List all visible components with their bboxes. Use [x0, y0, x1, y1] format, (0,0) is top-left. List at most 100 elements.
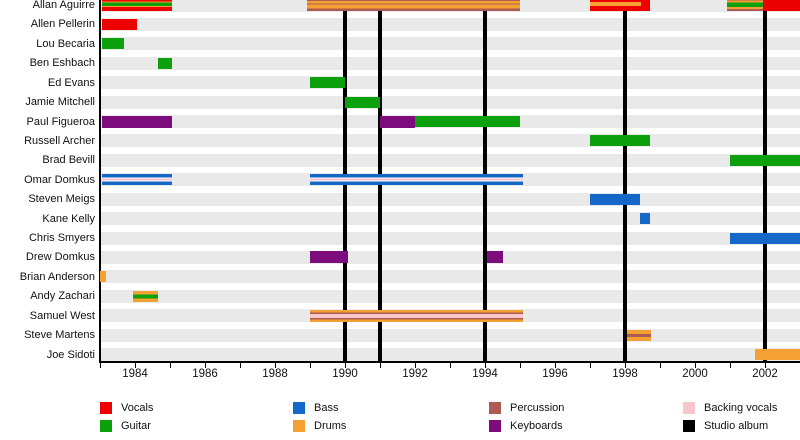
- legend-swatch-drums: [293, 420, 305, 432]
- axis-tick-label: 2002: [752, 368, 778, 380]
- legend-swatch-backing_vocals: [683, 402, 695, 414]
- axis-tick: [169, 362, 171, 368]
- timeline-bar: [100, 271, 107, 283]
- album-line: [763, 0, 767, 363]
- timeline-bar: [306, 0, 520, 11]
- timeline-bar: [101, 0, 172, 11]
- legend-label: Bass: [314, 402, 339, 414]
- member-label: Steve Martens: [24, 329, 95, 342]
- axis-tick: [624, 362, 626, 368]
- timeline-bar: [345, 96, 380, 108]
- axis-tick: [764, 362, 766, 368]
- timeline-bar: [101, 115, 172, 128]
- row-band: [100, 328, 800, 342]
- legend-label: Vocals: [121, 402, 154, 414]
- legend-label: Studio album: [704, 420, 769, 432]
- member-label: Paul Figueroa: [26, 115, 96, 128]
- member-label: Jamie Mitchell: [25, 96, 95, 109]
- axis-tick: [204, 362, 206, 368]
- legend-label: Keyboards: [510, 420, 563, 432]
- axis-tick: [449, 362, 451, 368]
- timeline-bar: [590, 135, 651, 147]
- axis-tick: [99, 362, 101, 368]
- legend-swatch-studio_album: [683, 420, 695, 432]
- row-band: [100, 95, 800, 109]
- legend-swatch-bass: [293, 402, 305, 414]
- legend-label: Drums: [314, 420, 347, 432]
- axis-tick-label: 2000: [682, 368, 708, 380]
- timeline-bar: [310, 309, 523, 322]
- timeline-bar: [590, 193, 640, 205]
- legend-label: Percussion: [510, 402, 565, 414]
- axis-tick: [589, 362, 591, 368]
- member-label: Russell Archer: [24, 134, 95, 147]
- legend-label: Guitar: [121, 420, 151, 432]
- axis-tick: [379, 362, 381, 368]
- axis-tick: [134, 362, 136, 368]
- timeline-bar: [754, 349, 800, 361]
- axis-tick-label: 1986: [192, 368, 218, 380]
- x-axis: [100, 361, 800, 363]
- timeline-bar: [380, 115, 415, 128]
- timeline-bar: [639, 213, 651, 225]
- axis-tick-label: 1994: [472, 368, 498, 380]
- timeline-bar: [486, 251, 503, 264]
- timeline-bar: [763, 0, 800, 11]
- plot-left-border: [99, 0, 101, 363]
- timeline-bar: [626, 329, 651, 341]
- axis-tick-label: 1992: [402, 368, 428, 380]
- member-label: Brian Anderson: [19, 270, 95, 283]
- timeline-bar: [310, 77, 345, 89]
- member-label: Kane Kelly: [42, 212, 95, 225]
- axis-tick-label: 1988: [262, 368, 288, 380]
- legend-label: Backing vocals: [704, 402, 778, 414]
- row-band: [100, 153, 800, 167]
- row-band: [100, 76, 800, 90]
- timeline-bar: [133, 290, 158, 302]
- row-band: [100, 231, 800, 245]
- member-label: Chris Smyers: [28, 232, 95, 245]
- axis-tick: [694, 362, 696, 368]
- axis-tick: [484, 362, 486, 368]
- axis-tick: [554, 362, 556, 368]
- axis-tick: [309, 362, 311, 368]
- member-label: Joe Sidoti: [46, 348, 95, 361]
- axis-tick: [659, 362, 661, 368]
- axis-tick: [344, 362, 346, 368]
- axis-tick: [729, 362, 731, 368]
- timeline-bar: [590, 1, 641, 6]
- legend-swatch-percussion: [489, 402, 501, 414]
- row-band: [100, 250, 800, 264]
- album-line: [623, 0, 627, 363]
- row-band: [100, 270, 800, 284]
- member-label: Steven Meigs: [28, 193, 95, 206]
- axis-tick: [519, 362, 521, 368]
- axis-tick-label: 1990: [332, 368, 358, 380]
- member-label: Lou Becaria: [36, 37, 95, 50]
- legend-swatch-vocals: [100, 402, 112, 414]
- row-band: [100, 56, 800, 70]
- row-band: [100, 192, 800, 206]
- axis-tick-label: 1984: [122, 368, 148, 380]
- row-band: [100, 37, 800, 51]
- member-label: Omar Domkus: [24, 173, 95, 186]
- timeline-bar: [727, 0, 764, 11]
- row-band: [100, 134, 800, 148]
- member-label: Andy Zachari: [30, 290, 95, 303]
- axis-tick: [274, 362, 276, 368]
- axis-tick: [414, 362, 416, 368]
- member-label: Allan Aguirre: [32, 0, 95, 11]
- member-label: Ed Evans: [47, 76, 95, 89]
- row-band: [100, 17, 800, 31]
- axis-tick: [239, 362, 241, 368]
- legend: Vocals Guitar Bass Drums Percussion Keyboards…: [0, 392, 800, 440]
- timeline-bar: [730, 232, 800, 244]
- member-label: Brad Bevill: [42, 154, 95, 167]
- timeline-bar: [101, 174, 172, 186]
- timeline-plot-area: Allan Aguirre Allen Pellerin Lou Becaria Be…: [19, 0, 800, 380]
- timeline-bar: [101, 18, 137, 30]
- timeline-bar: [310, 251, 348, 264]
- row-band: [100, 348, 800, 362]
- legend-swatch-keyboards: [489, 420, 501, 432]
- timeline-bar: [730, 154, 800, 166]
